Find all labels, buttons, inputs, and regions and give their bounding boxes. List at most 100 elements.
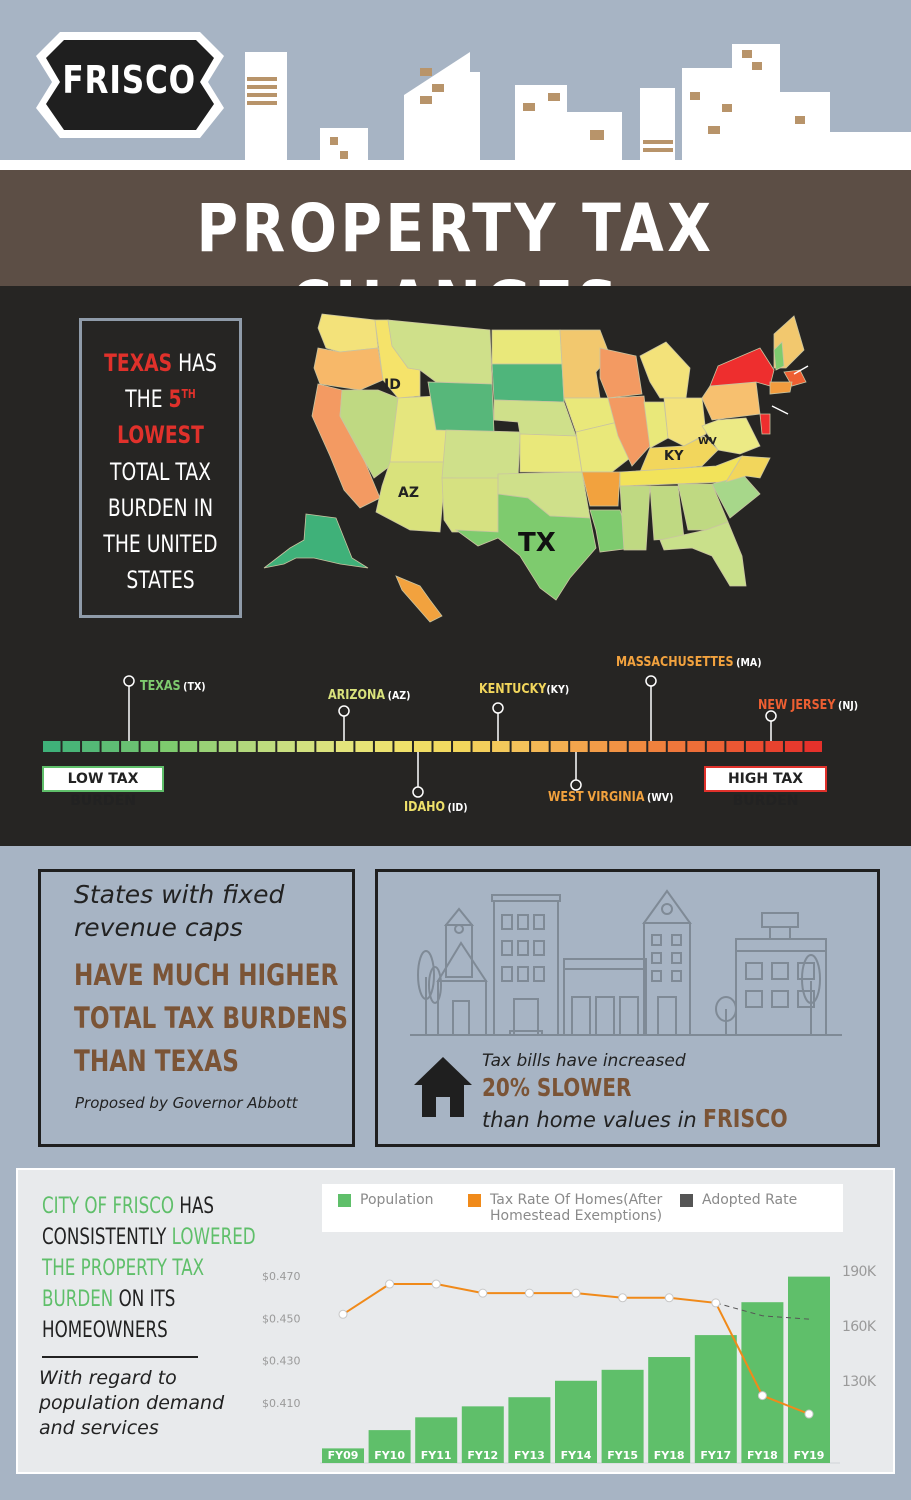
state-label-wv: WV xyxy=(698,436,717,447)
marker-label-az: ARIZONA (AZ) xyxy=(328,688,411,703)
scale-segment xyxy=(140,741,159,752)
texas-callout: TEXAS HAS THE 5TH LOWEST TOTAL TAX BURDE… xyxy=(79,318,242,618)
population-bar xyxy=(322,1448,364,1463)
scale-segment xyxy=(335,741,354,752)
scale-segment xyxy=(804,741,822,752)
population-bar xyxy=(694,1335,737,1463)
town-illustration xyxy=(410,889,842,1036)
population-note: With regard to population demand and ser… xyxy=(39,1367,225,1439)
legend-tax-rate: Tax Rate Of Homes(After Homestead Exempt… xyxy=(490,1192,663,1224)
scale-segment xyxy=(296,741,315,752)
scale-segment xyxy=(433,741,452,752)
scale-segment xyxy=(394,741,412,752)
scale-segment xyxy=(667,741,686,752)
population-bar xyxy=(555,1380,597,1463)
caps-bold-line3: THAN TEXAS xyxy=(74,1044,239,1078)
marker-pin-ky xyxy=(492,702,504,714)
scale-segment xyxy=(745,741,764,752)
right-tick-label: 130K xyxy=(842,1374,877,1390)
category-label: FY19 xyxy=(794,1449,825,1462)
tax-rate-point xyxy=(618,1293,628,1303)
caps-source: Proposed by Governor Abbott xyxy=(75,1094,298,1112)
population-bar xyxy=(415,1417,458,1463)
bills-line2: 20% SLOWER xyxy=(482,1073,632,1102)
marker-label-tx: TEXAS (TX) xyxy=(140,679,206,694)
population-bar xyxy=(461,1406,504,1463)
scale-segment xyxy=(179,741,198,752)
category-label: FY18 xyxy=(747,1449,778,1462)
scale-segment xyxy=(218,741,237,752)
marker-label-wv: WEST VIRGINIA (WV) xyxy=(548,790,674,805)
left-tick-label: $0.470 xyxy=(262,1270,301,1283)
callout-line4: TOTAL TAX xyxy=(110,458,211,486)
scale-segment xyxy=(355,741,373,752)
frisco-text-line2: CONSISTENTLY LOWERED xyxy=(42,1225,256,1250)
callout-has: HAS xyxy=(172,349,217,377)
scale-segment xyxy=(160,741,178,752)
right-tick-label: 160K xyxy=(842,1319,877,1335)
population-bar xyxy=(788,1276,830,1463)
state-label-az: AZ xyxy=(398,485,419,501)
tax-rate-point xyxy=(524,1288,534,1298)
callout-line5: BURDEN IN xyxy=(107,494,214,522)
category-label: FY14 xyxy=(561,1449,592,1462)
marker-pin-nj xyxy=(765,710,777,722)
caps-bold-line2: TOTAL TAX BURDENS xyxy=(74,1001,348,1035)
population-bar xyxy=(508,1397,551,1463)
scale-segment xyxy=(238,741,256,752)
marker-label-ky: KENTUCKY(KY) xyxy=(479,682,570,697)
callout-rank: 5 xyxy=(168,385,182,413)
tax-rate-point xyxy=(478,1288,488,1298)
scale-segment xyxy=(765,741,783,752)
low-burden-label: LOW TAX BURDEN xyxy=(42,766,164,809)
marker-pin-az xyxy=(338,705,350,717)
tax-rate-point xyxy=(664,1293,674,1303)
us-tax-map: ID AZ TX KY WV xyxy=(263,313,809,623)
marker-label-ma: MASSACHUSETTES (MA) xyxy=(616,655,762,670)
frisco-text-line1: CITY OF FRISCO HAS xyxy=(42,1194,215,1219)
left-tick-label: $0.450 xyxy=(262,1312,301,1325)
left-tick-label: $0.410 xyxy=(262,1397,301,1410)
home-icon xyxy=(414,1057,472,1117)
marker-pin-id xyxy=(412,786,424,798)
scale-segment xyxy=(589,741,608,752)
scale-segment xyxy=(121,741,139,752)
adopted-rate-line xyxy=(715,1302,810,1320)
scale-segment xyxy=(687,741,705,752)
marker-pin-ma xyxy=(645,675,657,687)
caps-bold-line1: HAVE MUCH HIGHER xyxy=(74,958,339,992)
category-label: FY15 xyxy=(607,1449,638,1462)
scale-segment xyxy=(101,741,120,752)
legend-swatch-population xyxy=(338,1194,351,1207)
legend-swatch-tax-rate xyxy=(468,1194,481,1207)
scale-segment xyxy=(531,741,549,752)
population-bar xyxy=(368,1430,411,1463)
bills-frisco: FRISCO xyxy=(703,1104,789,1133)
callout-rank-suffix: TH xyxy=(181,387,196,401)
state-label-ky: KY xyxy=(664,449,684,464)
callout-lowest: LOWEST xyxy=(117,421,204,449)
bills-line1: Tax bills have increased xyxy=(482,1051,686,1071)
callout-line7: STATES xyxy=(126,566,195,594)
scale-segment xyxy=(706,741,725,752)
scale-segment xyxy=(257,741,276,752)
frisco-text-line5: HOMEOWNERS xyxy=(42,1318,168,1343)
scale-segment xyxy=(648,741,666,752)
tax-rate-point xyxy=(571,1288,581,1298)
category-label: FY10 xyxy=(374,1449,405,1462)
tax-rate-point xyxy=(804,1409,814,1419)
tax-rate-point xyxy=(338,1309,348,1319)
tax-rate-point xyxy=(711,1298,721,1308)
category-label: FY18 xyxy=(654,1449,685,1462)
scale-segment xyxy=(277,741,295,752)
scale-segment xyxy=(784,741,803,752)
legend-swatch-adopted xyxy=(680,1194,693,1207)
frisco-text-line4: BURDEN ON ITS xyxy=(42,1287,176,1312)
scale-segment xyxy=(550,741,569,752)
scale-segment xyxy=(82,741,100,752)
frisco-text-line3: THE PROPERTY TAX xyxy=(42,1256,205,1281)
population-bar xyxy=(648,1357,691,1463)
tax-burden-scale xyxy=(43,675,822,798)
tax-rate-point xyxy=(431,1279,441,1289)
